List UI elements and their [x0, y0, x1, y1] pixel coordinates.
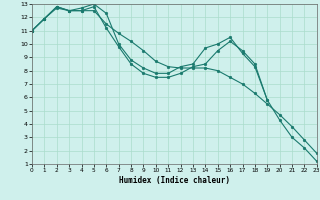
X-axis label: Humidex (Indice chaleur): Humidex (Indice chaleur) — [119, 176, 230, 185]
